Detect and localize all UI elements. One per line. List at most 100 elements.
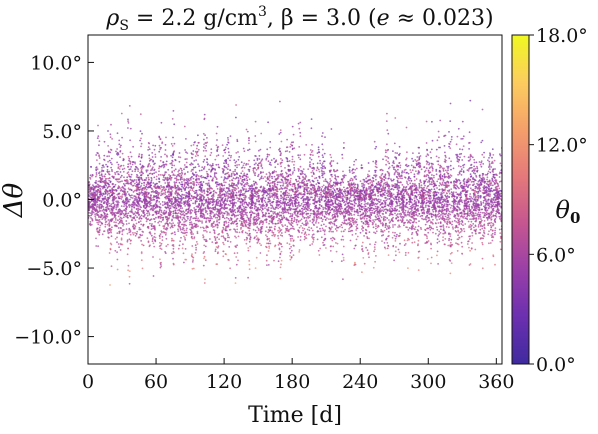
scatter-point	[388, 225, 391, 227]
scatter-point	[438, 233, 441, 236]
scatter-point	[474, 212, 477, 215]
scatter-point	[164, 153, 166, 156]
scatter-point	[202, 234, 204, 237]
scatter-point	[341, 226, 344, 229]
scatter-point	[280, 250, 283, 253]
scatter-point	[477, 211, 480, 214]
scatter-point	[403, 244, 406, 247]
scatter-point	[275, 170, 277, 173]
scatter-point	[448, 142, 450, 145]
scatter-point	[177, 212, 180, 214]
scatter-point	[403, 191, 406, 193]
scatter-point	[349, 171, 351, 173]
scatter-point	[416, 198, 419, 201]
scatter-point	[96, 137, 99, 140]
scatter-point	[442, 191, 445, 194]
scatter-point	[332, 187, 335, 190]
scatter-point	[338, 199, 341, 202]
scatter-point	[178, 244, 181, 247]
scatter-point	[173, 164, 176, 167]
scatter-point	[494, 201, 497, 204]
scatter-point	[448, 175, 450, 178]
scatter-point	[109, 136, 112, 139]
scatter-point	[297, 154, 300, 157]
scatter-point	[365, 217, 368, 220]
scatter-point	[94, 215, 97, 218]
scatter-point	[140, 190, 143, 192]
scatter-point	[374, 215, 377, 218]
scatter-point	[386, 225, 389, 228]
scatter-point	[333, 238, 336, 241]
scatter-point	[104, 219, 107, 221]
scatter-point	[234, 205, 237, 207]
scatter-point	[437, 222, 440, 224]
scatter-point	[98, 140, 101, 143]
scatter-point	[494, 263, 496, 266]
scatter-point	[426, 148, 428, 151]
scatter-point	[138, 204, 141, 207]
scatter-point	[348, 211, 351, 214]
scatter-point	[202, 264, 205, 267]
scatter-point	[299, 158, 302, 161]
scatter-point	[160, 230, 163, 233]
scatter-point	[280, 140, 283, 143]
scatter-point	[284, 186, 287, 189]
scatter-point	[375, 145, 378, 148]
scatter-point	[131, 219, 134, 221]
scatter-point	[266, 153, 269, 156]
scatter-point	[281, 196, 284, 199]
scatter-point	[442, 236, 444, 239]
scatter-point	[419, 179, 422, 182]
scatter-point	[115, 150, 117, 153]
scatter-point	[301, 232, 303, 234]
scatter-point	[107, 150, 110, 153]
scatter-point	[367, 175, 369, 178]
title-beta: , β = 3.0 (	[267, 6, 377, 31]
scatter-point	[481, 267, 484, 270]
scatter-point	[267, 228, 270, 231]
scatter-point	[261, 167, 264, 169]
scatter-point	[234, 282, 237, 284]
scatter-point	[133, 217, 136, 220]
scatter-point	[166, 177, 169, 180]
scatter-point	[266, 189, 268, 191]
scatter-point	[498, 187, 501, 190]
scatter-point	[311, 167, 313, 169]
scatter-point	[130, 173, 133, 176]
scatter-point	[279, 129, 282, 132]
scatter-point	[299, 172, 302, 175]
scatter-point	[276, 214, 278, 217]
scatter-point	[123, 205, 125, 208]
scatter-point	[125, 182, 127, 185]
scatter-point	[387, 167, 390, 170]
scatter-point	[248, 268, 251, 271]
scatter-point	[439, 232, 442, 234]
scatter-point	[151, 156, 154, 158]
scatter-point	[438, 240, 441, 243]
scatter-point	[317, 146, 320, 149]
scatter-point	[425, 194, 427, 196]
scatter-point	[349, 200, 351, 202]
scatter-point	[322, 170, 325, 173]
scatter-point	[226, 214, 229, 216]
scatter-point	[499, 171, 501, 174]
scatter-point	[116, 161, 118, 164]
scatter-point	[289, 258, 292, 261]
scatter-point	[194, 244, 197, 247]
scatter-point	[288, 192, 290, 195]
scatter-point	[223, 202, 226, 205]
scatter-point	[443, 173, 446, 176]
scatter-point	[183, 229, 186, 232]
scatter-point	[247, 249, 250, 252]
scatter-point	[316, 152, 319, 155]
scatter-point	[255, 215, 258, 218]
scatter-point	[162, 161, 165, 164]
scatter-point	[305, 186, 307, 189]
scatter-point	[233, 221, 236, 224]
scatter-point	[209, 238, 211, 240]
scatter-point	[393, 166, 396, 169]
scatter-point	[244, 231, 247, 234]
scatter-point	[98, 174, 101, 177]
scatter-point	[290, 143, 292, 146]
scatter-point	[487, 200, 489, 202]
